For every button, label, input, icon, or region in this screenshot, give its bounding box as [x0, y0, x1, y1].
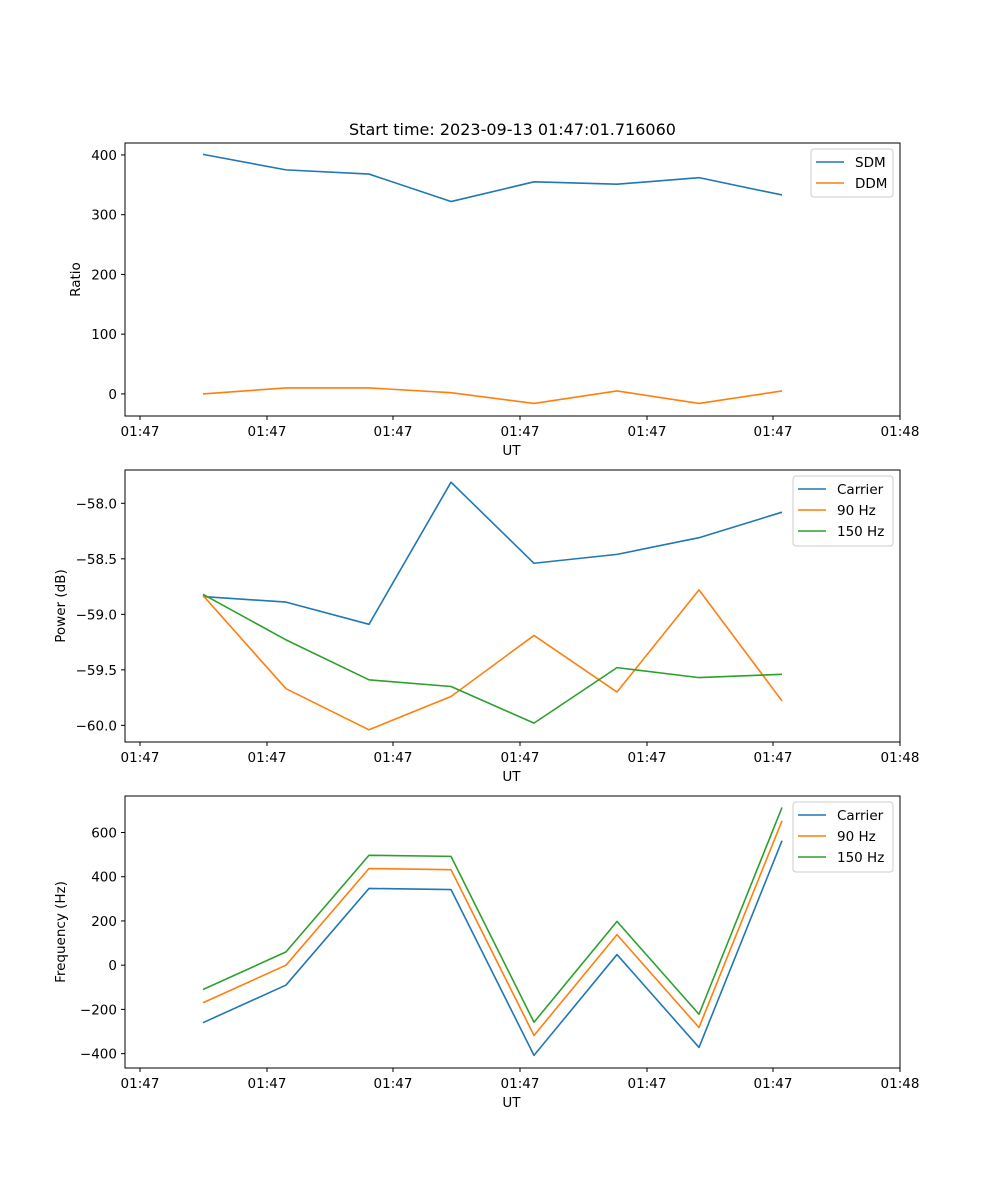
- legend-entry: 150 Hz: [837, 524, 884, 540]
- x-tick-label: 01:48: [881, 1076, 920, 1092]
- series-line-150-hz: [202, 807, 783, 1024]
- y-tick-label: −58.5: [76, 552, 117, 568]
- series-line-carrier: [202, 840, 783, 1057]
- legend-entry: 150 Hz: [837, 850, 884, 866]
- y-tick-label: 0: [108, 958, 117, 974]
- x-tick-label: 01:47: [754, 424, 793, 440]
- plot-frame: [124, 469, 901, 743]
- plot-frame: [124, 795, 901, 1069]
- series-line-90-hz: [202, 820, 783, 1037]
- x-tick-label: 01:47: [248, 750, 287, 766]
- y-axis-label: Frequency (Hz): [53, 881, 69, 983]
- y-tick-label: 200: [91, 914, 117, 930]
- chart-panel-2: 01:47 01:47 01:47 01:47 01:47 01:47 01:48 −60.0…: [53, 469, 920, 785]
- y-axis-label: Ratio: [68, 262, 84, 297]
- series-line-carrier: [202, 481, 783, 626]
- x-axis-label: UT: [502, 769, 521, 785]
- y-tick-label: 300: [91, 208, 117, 224]
- legend-entry: SDM: [855, 155, 886, 171]
- x-tick-label: 01:47: [248, 424, 287, 440]
- legend-entry: 90 Hz: [837, 829, 876, 845]
- legend-box: [810, 148, 894, 198]
- x-tick-label: 01:47: [121, 1076, 160, 1092]
- x-tick-label: 01:48: [881, 750, 920, 766]
- y-tick-label: 100: [91, 327, 117, 343]
- x-tick-label: 01:47: [628, 1076, 667, 1092]
- legend-entry: Carrier: [837, 808, 884, 824]
- legend-entry: Carrier: [837, 482, 884, 498]
- series-line-sdm: [202, 153, 783, 203]
- legend: Carrier 90 Hz 150 Hz: [792, 475, 894, 547]
- legend-box: [792, 475, 894, 547]
- x-tick-label: 01:47: [248, 1076, 287, 1092]
- x-axis-label: UT: [502, 443, 521, 459]
- y-axis-label: Power (dB): [53, 569, 69, 642]
- x-tick-label: 01:47: [754, 750, 793, 766]
- x-tick-label: 01:48: [881, 424, 920, 440]
- x-tick-label: 01:47: [501, 424, 540, 440]
- legend-entry: DDM: [855, 176, 887, 192]
- y-tick-label: −60.0: [76, 718, 117, 734]
- x-tick-label: 01:47: [501, 1076, 540, 1092]
- series-line-90-hz: [202, 589, 783, 731]
- chart-title: Start time: 2023-09-13 01:47:01.716060: [349, 120, 676, 139]
- y-tick-label: 600: [91, 825, 117, 841]
- x-tick-label: 01:47: [754, 1076, 793, 1092]
- x-tick-label: 01:47: [374, 424, 413, 440]
- plot-frame: [124, 142, 901, 417]
- x-tick-label: 01:47: [121, 750, 160, 766]
- legend-entry: 90 Hz: [837, 503, 876, 519]
- y-tick-label: −59.5: [76, 663, 117, 679]
- chart-panel-1: Start time: 2023-09-13 01:47:01.71606001…: [68, 120, 919, 459]
- y-tick-label: −58.0: [76, 496, 117, 512]
- y-tick-label: 400: [91, 870, 117, 886]
- y-tick-label: −200: [80, 1002, 117, 1018]
- legend-box: [792, 801, 894, 873]
- series-line-ddm: [202, 387, 783, 405]
- y-tick-label: 400: [91, 148, 117, 164]
- y-tick-label: −59.0: [76, 607, 117, 623]
- y-tick-label: 0: [108, 387, 117, 403]
- y-tick-label: −400: [80, 1047, 117, 1063]
- series-line-150-hz: [202, 593, 783, 724]
- x-tick-label: 01:47: [374, 750, 413, 766]
- x-tick-label: 01:47: [121, 424, 160, 440]
- x-tick-label: 01:47: [628, 750, 667, 766]
- x-tick-label: 01:47: [374, 1076, 413, 1092]
- legend: Carrier 90 Hz 150 Hz: [792, 801, 894, 873]
- x-axis-label: UT: [502, 1095, 521, 1111]
- y-tick-label: 200: [91, 267, 117, 283]
- x-tick-label: 01:47: [501, 750, 540, 766]
- legend: SDM DDM: [810, 148, 894, 198]
- x-tick-label: 01:47: [628, 424, 667, 440]
- chart-panel-3: 01:47 01:47 01:47 01:47 01:47 01:47 01:48 −400 −…: [53, 795, 920, 1111]
